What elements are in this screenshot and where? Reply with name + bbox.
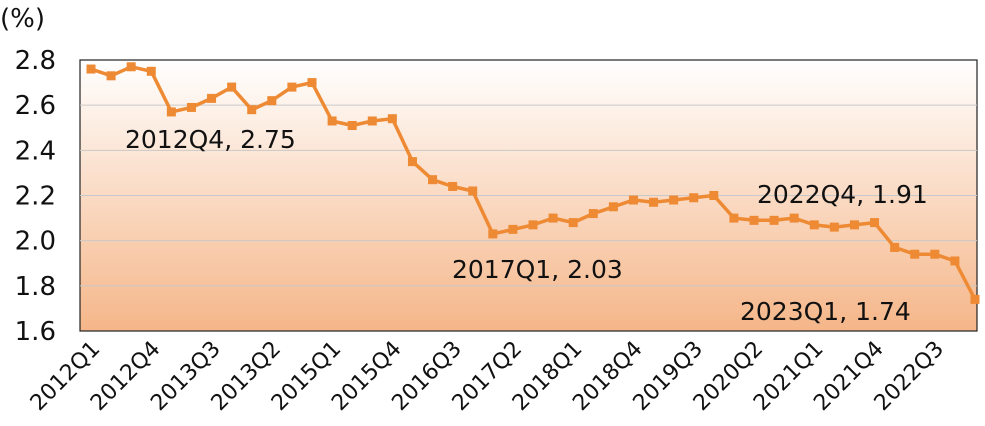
data-point (608, 202, 618, 212)
data-point (347, 120, 357, 130)
data-point (669, 195, 679, 205)
y-axis-unit-label: (%) (0, 4, 45, 34)
data-point (588, 209, 598, 219)
annotations: 2012Q4, 2.75 2017Q1, 2.03 2022Q4, 1.91 2023… (125, 125, 928, 326)
data-point (267, 96, 277, 106)
y-tick-label: 1.8 (15, 272, 56, 302)
y-tick-label: 1.6 (15, 317, 56, 347)
data-point (367, 116, 377, 126)
data-point (729, 213, 739, 223)
data-point (166, 107, 176, 117)
grid-lines (80, 104, 977, 287)
data-point (247, 105, 257, 115)
data-point (568, 218, 578, 228)
data-point (870, 218, 880, 228)
data-point (970, 294, 980, 304)
data-point (488, 229, 498, 239)
y-tick-label: 2.6 (15, 91, 56, 121)
data-point (849, 220, 859, 230)
data-point (327, 116, 337, 126)
data-point (709, 191, 719, 200)
data-point (186, 102, 196, 112)
y-tick-label: 2.4 (15, 136, 56, 166)
y-tick-label: 2.0 (15, 227, 56, 257)
data-point (428, 175, 438, 185)
x-axis-ticks: 2012Q12012Q42013Q32013Q22015Q12015Q42016… (26, 337, 949, 416)
data-point (106, 71, 116, 81)
data-point (307, 78, 317, 88)
data-point (890, 242, 900, 252)
data-point (950, 256, 960, 266)
data-label: 2023Q1, 1.74 (740, 297, 911, 326)
data-point (789, 213, 799, 223)
data-point (86, 64, 96, 74)
data-point (126, 62, 136, 72)
y-tick-label: 2.8 (15, 46, 56, 76)
data-point (910, 249, 920, 259)
data-point (407, 157, 417, 167)
data-point (227, 82, 237, 92)
data-point (528, 220, 538, 230)
data-point (508, 224, 518, 234)
data-label: 2012Q4, 2.75 (125, 125, 296, 154)
data-point (287, 82, 297, 92)
data-point (628, 195, 638, 205)
data-point (548, 213, 558, 223)
data-point (387, 114, 397, 124)
data-label: 2022Q4, 1.91 (757, 180, 928, 209)
y-axis-ticks: 1.6 1.8 2.0 2.2 2.4 2.6 2.8 (15, 46, 56, 347)
data-point (809, 220, 819, 230)
data-point (829, 222, 839, 232)
data-point (930, 249, 940, 259)
data-point (448, 181, 458, 191)
data-point (649, 197, 659, 207)
data-point (468, 186, 478, 196)
data-point (207, 93, 217, 103)
y-tick-label: 2.2 (15, 182, 56, 212)
data-points (86, 62, 980, 304)
data-point (689, 193, 699, 203)
data-point (749, 215, 759, 225)
data-point (146, 66, 156, 76)
data-label: 2017Q1, 2.03 (452, 255, 623, 284)
data-point (769, 215, 779, 225)
